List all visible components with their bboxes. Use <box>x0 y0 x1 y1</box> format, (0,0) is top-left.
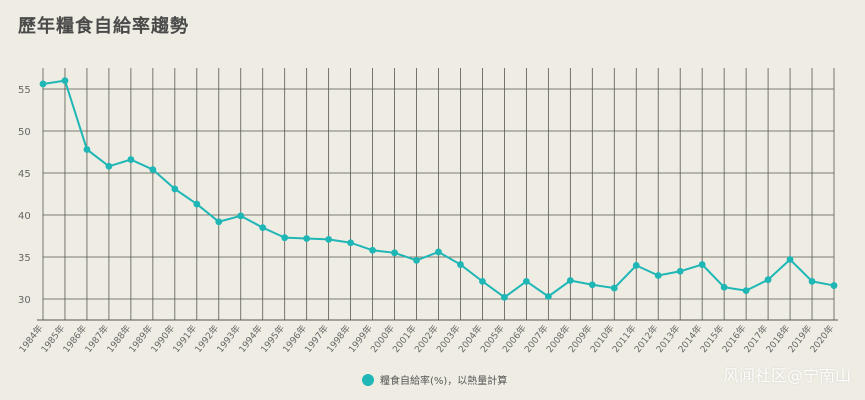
data-point <box>127 156 135 163</box>
data-point <box>676 267 684 275</box>
data-point <box>303 235 311 242</box>
data-point <box>742 287 750 294</box>
y-tick-label: 55 <box>18 85 31 96</box>
data-point <box>808 277 816 285</box>
data-point <box>347 239 355 247</box>
data-point <box>830 282 838 289</box>
data-point <box>391 249 398 257</box>
data-point <box>237 212 245 220</box>
data-point <box>566 277 574 284</box>
data-point <box>588 281 596 289</box>
data-point <box>369 246 376 254</box>
data-point <box>501 293 508 301</box>
data-point <box>632 262 640 269</box>
data-point <box>281 234 289 242</box>
data-point <box>193 200 201 208</box>
data-point <box>325 235 333 243</box>
legend: 糧食自給率(%)，以熱量計算 <box>362 372 507 387</box>
data-point <box>522 277 530 285</box>
legend-label: 糧食自給率(%)，以熱量計算 <box>380 376 508 387</box>
data-point <box>764 276 772 284</box>
watermark: 风闻社区@宁南山 <box>722 366 851 385</box>
data-point <box>215 218 223 226</box>
data-point <box>479 277 486 285</box>
data-point <box>720 283 728 291</box>
x-tick-label: 2020年 <box>807 322 836 355</box>
data-point <box>149 166 157 174</box>
y-tick-label: 30 <box>18 295 31 306</box>
y-tick-label: 35 <box>18 253 31 264</box>
data-point <box>105 162 113 170</box>
data-point <box>171 185 179 193</box>
data-point <box>435 248 442 256</box>
data-point <box>457 261 464 268</box>
data-point <box>698 261 706 268</box>
data-point <box>544 293 552 300</box>
y-tick-label: 40 <box>18 211 31 222</box>
chart-title: 歷年糧食自給率趨勢 <box>18 16 189 37</box>
legend-marker-icon <box>362 373 374 386</box>
y-tick-label: 45 <box>18 169 31 180</box>
data-point <box>413 256 420 264</box>
y-tick-label: 50 <box>18 127 31 138</box>
data-point <box>654 272 662 279</box>
data-point <box>786 256 794 263</box>
data-point <box>61 77 69 84</box>
data-point <box>610 284 618 292</box>
data-point <box>39 80 47 88</box>
data-point <box>259 224 267 232</box>
data-point <box>83 146 91 153</box>
